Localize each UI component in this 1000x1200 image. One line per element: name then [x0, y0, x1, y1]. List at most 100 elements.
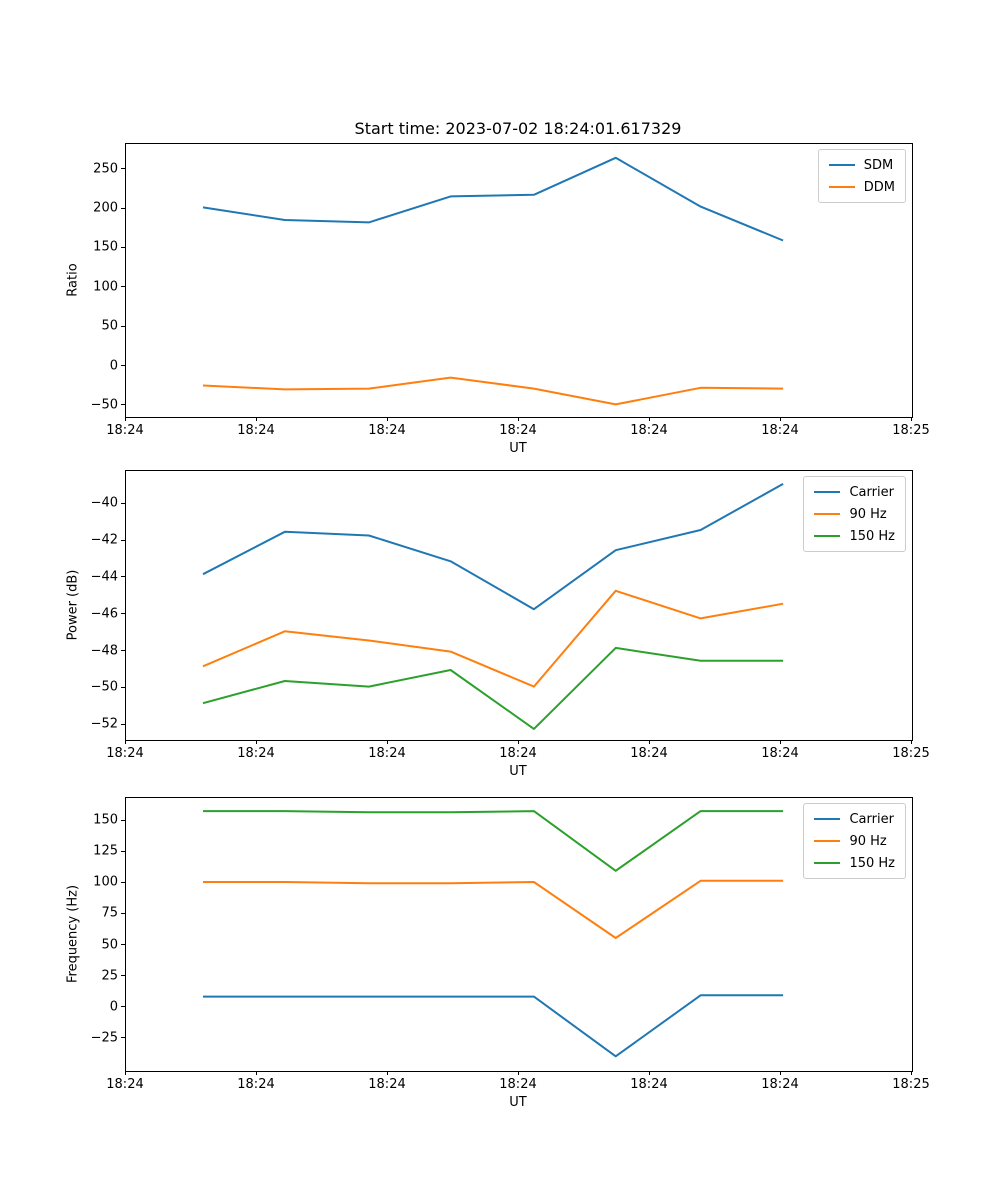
legend-item: 90 Hz [814, 503, 895, 525]
x-tick-mark [780, 740, 781, 744]
x-tick-label: 18:24 [106, 1077, 144, 1092]
y-tick-label: 0 [109, 358, 118, 374]
plot-lines [202, 156, 784, 406]
x-tick-mark [649, 740, 650, 744]
x-tick-label: 18:24 [761, 1077, 799, 1092]
legend-item: 150 Hz [814, 852, 895, 874]
plot-area: Carrier 90 Hz 150 Hz [125, 797, 913, 1072]
y-tick-mark [121, 819, 125, 821]
x-tick-mark [387, 740, 388, 744]
x-axis-label: UT [509, 441, 527, 456]
x-tick-label: 18:24 [630, 746, 668, 761]
panel-frequency: Frequency (Hz) Carrier 90 Hz 150 Hz UT 150… [0, 797, 1000, 1127]
x-tick-mark [649, 417, 650, 421]
y-tick-mark [121, 404, 125, 406]
y-tick-label: 75 [101, 905, 118, 921]
y-tick-label: 25 [101, 968, 118, 984]
y-tick-label: 100 [93, 279, 118, 295]
series-line-150-hz [202, 646, 784, 730]
legend-label: 150 Hz [849, 528, 895, 544]
legend: Carrier 90 Hz 150 Hz [803, 476, 906, 552]
legend-label: Carrier [849, 484, 894, 500]
x-tick-mark [780, 417, 781, 421]
x-axis-label: UT [509, 1095, 527, 1110]
y-tick-label: 100 [93, 874, 118, 890]
y-tick-mark [121, 168, 125, 170]
y-tick-label: −25 [90, 1030, 118, 1046]
x-tick-label: 18:24 [499, 423, 537, 438]
x-axis-label: UT [509, 764, 527, 779]
plot-area: Carrier 90 Hz 150 Hz [125, 470, 913, 741]
y-tick-mark [121, 576, 125, 578]
legend-line-sample [814, 491, 841, 493]
series-line-90-hz [202, 589, 784, 688]
legend-item: 150 Hz [814, 525, 895, 547]
y-tick-mark [121, 881, 125, 883]
y-tick-mark [121, 912, 125, 914]
x-tick-mark [125, 417, 126, 421]
series-line-ddm [202, 376, 784, 406]
legend-line-sample [814, 840, 841, 842]
x-tick-label: 18:25 [892, 1077, 930, 1092]
x-tick-label: 18:24 [499, 1077, 537, 1092]
x-tick-mark [911, 740, 912, 744]
legend-line-sample [814, 862, 841, 864]
y-tick-label: 50 [101, 318, 118, 334]
y-tick-mark [121, 650, 125, 652]
series-line-carrier [202, 483, 784, 611]
x-tick-mark [518, 417, 519, 421]
y-tick-mark [121, 686, 125, 688]
y-tick-mark [121, 502, 125, 504]
legend-line-sample [814, 535, 841, 537]
y-tick-mark [121, 325, 125, 327]
legend-item: 90 Hz [814, 830, 895, 852]
series-line-90-hz [203, 879, 784, 939]
legend-label: 90 Hz [849, 506, 887, 522]
x-tick-label: 18:24 [237, 1077, 275, 1092]
y-tick-mark [121, 850, 125, 852]
y-tick-label: 250 [93, 161, 118, 177]
legend-label: 150 Hz [849, 855, 895, 871]
x-tick-mark [256, 740, 257, 744]
y-tick-label: −44 [90, 569, 118, 585]
x-tick-label: 18:24 [106, 746, 144, 761]
y-tick-mark [121, 246, 125, 248]
y-tick-mark [121, 207, 125, 209]
figure-title: Start time: 2023-07-02 18:24:01.617329 [354, 119, 682, 138]
x-tick-mark [518, 740, 519, 744]
legend-item: SDM [828, 154, 895, 176]
y-tick-mark [121, 613, 125, 615]
y-tick-label: −50 [90, 397, 118, 413]
x-tick-label: 18:24 [630, 423, 668, 438]
y-tick-label: 200 [93, 200, 118, 216]
y-tick-label: −46 [90, 606, 118, 622]
x-tick-label: 18:24 [368, 1077, 406, 1092]
legend-label: Carrier [849, 811, 894, 827]
x-tick-label: 18:25 [892, 423, 930, 438]
x-tick-mark [911, 417, 912, 421]
y-tick-mark [121, 723, 125, 725]
x-tick-label: 18:24 [761, 423, 799, 438]
y-tick-mark [121, 539, 125, 541]
legend: Carrier 90 Hz 150 Hz [803, 803, 906, 879]
y-tick-mark [121, 1037, 125, 1039]
x-tick-label: 18:24 [237, 746, 275, 761]
x-tick-mark [518, 1071, 519, 1075]
x-tick-mark [387, 417, 388, 421]
series-line-carrier [203, 994, 784, 1058]
y-tick-mark [121, 1006, 125, 1008]
plot-lines [203, 810, 784, 1058]
series-line-150-hz [203, 810, 784, 872]
x-tick-mark [387, 1071, 388, 1075]
y-tick-label: −40 [90, 495, 118, 511]
y-tick-label: 150 [93, 812, 118, 828]
y-tick-mark [121, 365, 125, 367]
x-tick-label: 18:24 [499, 746, 537, 761]
legend-label: 90 Hz [849, 833, 887, 849]
legend-item: Carrier [814, 481, 895, 503]
y-tick-label: 150 [93, 239, 118, 255]
legend-item: Carrier [814, 808, 895, 830]
y-tick-mark [121, 944, 125, 946]
legend-label: SDM [863, 157, 894, 173]
